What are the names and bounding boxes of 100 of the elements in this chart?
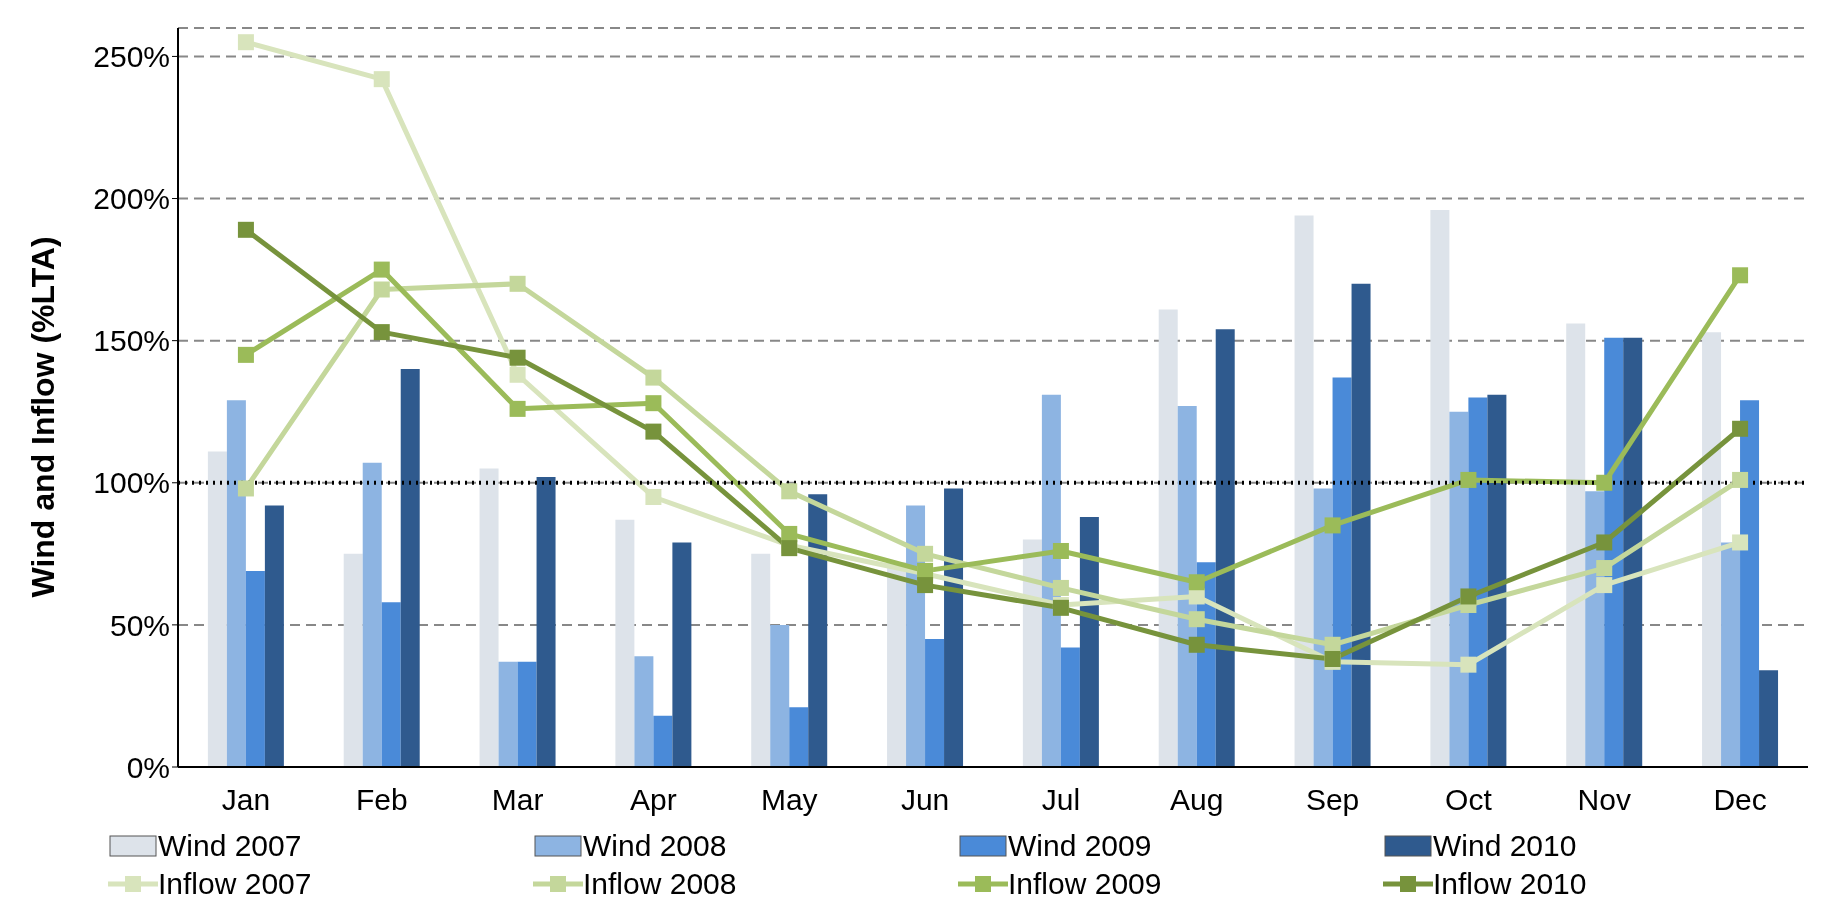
bar: [1060, 647, 1080, 767]
bar: [1759, 670, 1779, 767]
point: [1188, 636, 1205, 653]
bar: [517, 661, 537, 767]
point: [373, 71, 390, 88]
bar: [1332, 377, 1352, 767]
bar: [1022, 539, 1042, 767]
x-tick-label: Sep: [1305, 783, 1360, 817]
point: [1596, 534, 1613, 551]
bar: [672, 542, 692, 767]
point: [509, 400, 526, 417]
x-tick-label: Jun: [900, 783, 950, 817]
point: [1052, 542, 1069, 559]
y-tick-label: 250%: [93, 40, 170, 74]
x-tick-label: Oct: [1445, 783, 1493, 817]
bar: [207, 451, 227, 767]
legend-label: Wind 2008: [583, 829, 727, 863]
point: [509, 366, 526, 383]
bar: [1351, 283, 1371, 767]
point: [917, 577, 934, 594]
bar: [1158, 309, 1178, 767]
x-tick-label: May: [760, 783, 818, 817]
point: [1460, 588, 1477, 605]
legend-label: Inflow 2007: [158, 867, 312, 901]
bar: [245, 570, 265, 767]
bar: [1215, 329, 1235, 767]
point: [1188, 611, 1205, 628]
bar: [925, 639, 945, 767]
bar: [615, 519, 635, 767]
point: [1732, 471, 1749, 488]
bar: [1702, 332, 1722, 767]
point: [1596, 577, 1613, 594]
y-tick-label: 100%: [93, 466, 170, 500]
point: [1460, 656, 1477, 673]
bar: [1487, 394, 1507, 767]
legend-label: Inflow 2009: [1008, 867, 1162, 901]
bar: [944, 488, 964, 767]
point: [645, 488, 662, 505]
y-tick-label: 0%: [126, 750, 170, 784]
bar: [498, 661, 518, 767]
x-tick-label: Nov: [1577, 783, 1631, 817]
y-tick-label: 200%: [93, 182, 170, 216]
bar: [264, 505, 284, 767]
bar: [1740, 400, 1760, 767]
point: [1052, 579, 1069, 596]
bar: [1566, 323, 1586, 767]
point: [237, 34, 254, 51]
point: [781, 483, 798, 500]
point: [917, 545, 934, 562]
bar: [1041, 394, 1061, 767]
bar: [1468, 397, 1488, 767]
y-tick-label: 150%: [93, 324, 170, 358]
bar: [536, 477, 556, 767]
x-tick-label: Jan: [221, 783, 271, 817]
bar: [1721, 542, 1741, 767]
x-tick-label: Jul: [1041, 783, 1081, 817]
y-axis-title: Wind and Inflow (%LTA): [25, 236, 62, 598]
y-tick-label: 50%: [109, 608, 170, 642]
legend-label: Inflow 2010: [1433, 867, 1587, 901]
point: [509, 349, 526, 366]
point: [1732, 420, 1749, 437]
bar: [808, 494, 828, 767]
point: [645, 395, 662, 412]
bar: [653, 715, 673, 767]
point: [509, 275, 526, 292]
point: [373, 281, 390, 298]
point: [237, 480, 254, 497]
point: [373, 261, 390, 278]
point: [1596, 560, 1613, 577]
point: [1732, 267, 1749, 284]
bar: [789, 707, 809, 767]
x-tick-label: Dec: [1713, 783, 1767, 817]
point: [1732, 534, 1749, 551]
bar: [1079, 516, 1099, 767]
point: [373, 324, 390, 341]
x-tick-label: Apr: [630, 783, 677, 817]
point: [237, 346, 254, 363]
bar: [381, 602, 401, 767]
bar: [887, 562, 907, 767]
bar: [1623, 337, 1643, 767]
bar: [1430, 209, 1450, 767]
legend-label: Wind 2009: [1008, 829, 1152, 863]
legend-label: Wind 2007: [158, 829, 302, 863]
bar: [343, 553, 363, 767]
point: [645, 423, 662, 440]
bar: [362, 462, 382, 767]
x-tick-label: Feb: [355, 783, 408, 817]
bar: [226, 400, 246, 767]
bar: [479, 468, 499, 767]
point: [1188, 574, 1205, 591]
x-tick-label: Aug: [1170, 783, 1224, 817]
legend-label: Inflow 2008: [583, 867, 737, 901]
point: [645, 369, 662, 386]
point: [237, 221, 254, 238]
bar: [634, 656, 654, 767]
x-tick-label: Mar: [491, 783, 544, 817]
point: [1596, 474, 1613, 491]
point: [1460, 471, 1477, 488]
legend-label: Wind 2010: [1433, 829, 1577, 863]
bar: [1294, 215, 1314, 767]
